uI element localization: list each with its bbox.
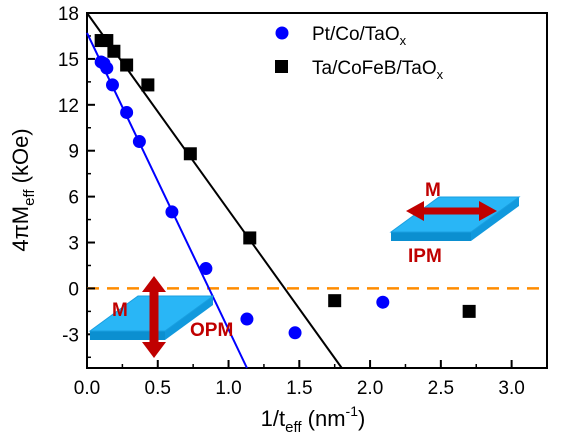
data-point-pt-co bbox=[199, 262, 213, 276]
ipm-plate-side-right bbox=[471, 197, 519, 241]
data-point-ta-cofeb bbox=[183, 147, 197, 161]
data-point-pt-co bbox=[100, 61, 114, 75]
opm-plate-side-right bbox=[165, 296, 213, 340]
x-tick-label: 2.5 bbox=[428, 378, 454, 399]
y-tick-label: 12 bbox=[58, 96, 79, 117]
data-point-pt-co bbox=[132, 135, 146, 149]
opm-arrow-label: M bbox=[112, 300, 128, 321]
x-tick-label: 1.5 bbox=[286, 378, 312, 399]
data-point-ta-cofeb bbox=[243, 231, 257, 245]
data-point-ta-cofeb bbox=[120, 58, 134, 72]
legend-label-1: Pt/Co/TaOx bbox=[312, 24, 407, 48]
data-point-pt-co bbox=[376, 295, 390, 309]
y-axis-ticks: -3 0 3 6 9 12 15 18 bbox=[58, 4, 95, 359]
opm-plate-side bbox=[90, 331, 165, 340]
x-tick-label: 1.0 bbox=[215, 378, 241, 399]
opm-arrow-head-down bbox=[142, 342, 166, 358]
x-tick-label: 2.0 bbox=[357, 378, 383, 399]
legend-marker-circle bbox=[275, 26, 289, 40]
data-point-ta-cofeb bbox=[462, 304, 476, 318]
x-tick-label: 0.0 bbox=[74, 378, 100, 399]
legend-marker-square bbox=[275, 60, 288, 73]
data-point-ta-cofeb bbox=[107, 44, 121, 58]
y-tick-label: 18 bbox=[58, 4, 79, 25]
x-axis-label: 1/teff (nm-1) bbox=[261, 403, 366, 436]
data-point-ta-cofeb bbox=[328, 294, 342, 308]
data-point-ta-cofeb bbox=[141, 78, 155, 92]
legend: Pt/Co/TaOx Ta/CoFeB/TaOx bbox=[275, 24, 444, 82]
data-points bbox=[94, 34, 476, 340]
data-point-pt-co bbox=[120, 105, 134, 119]
x-axis-label-sup: -1 bbox=[346, 403, 359, 419]
y-tick-label: 3 bbox=[68, 234, 79, 255]
x-axis-label-sub: eff bbox=[285, 419, 302, 436]
y-tick-label: 15 bbox=[58, 50, 79, 71]
opm-state-label: OPM bbox=[190, 320, 233, 341]
y-axis-label: 4πMeff (kOe) bbox=[8, 128, 38, 251]
ipm-arrow-label: M bbox=[425, 180, 441, 201]
y-axis-label-sub: eff bbox=[21, 189, 38, 206]
y-tick-label: 6 bbox=[68, 188, 79, 209]
ipm-state-label: IPM bbox=[408, 246, 442, 267]
legend-label-2: Ta/CoFeB/TaOx bbox=[312, 58, 444, 82]
fit-line-2 bbox=[86, 12, 343, 369]
ipm-arrow-head-right bbox=[479, 201, 497, 221]
x-axis-ticks: 0.0 0.5 1.0 1.5 2.0 2.5 3.0 bbox=[74, 360, 525, 399]
ipm-plate-side bbox=[391, 232, 471, 241]
plot-frame bbox=[86, 12, 548, 369]
data-point-pt-co bbox=[288, 326, 302, 340]
data-point-pt-co bbox=[105, 78, 119, 92]
opm-inset: M OPM bbox=[88, 276, 233, 358]
opm-arrow-head-up bbox=[142, 276, 166, 292]
ipm-arrow-head-left bbox=[406, 201, 424, 221]
x-tick-label: 3.0 bbox=[498, 378, 524, 399]
data-point-ta-cofeb bbox=[100, 34, 114, 48]
data-point-pt-co bbox=[240, 312, 254, 326]
data-point-pt-co bbox=[165, 205, 179, 219]
y-tick-label: -3 bbox=[62, 325, 79, 346]
y-tick-label: 9 bbox=[68, 142, 79, 163]
y-tick-label: 0 bbox=[68, 279, 79, 300]
x-tick-label: 0.5 bbox=[145, 378, 171, 399]
ipm-inset: M IPM bbox=[389, 180, 521, 267]
